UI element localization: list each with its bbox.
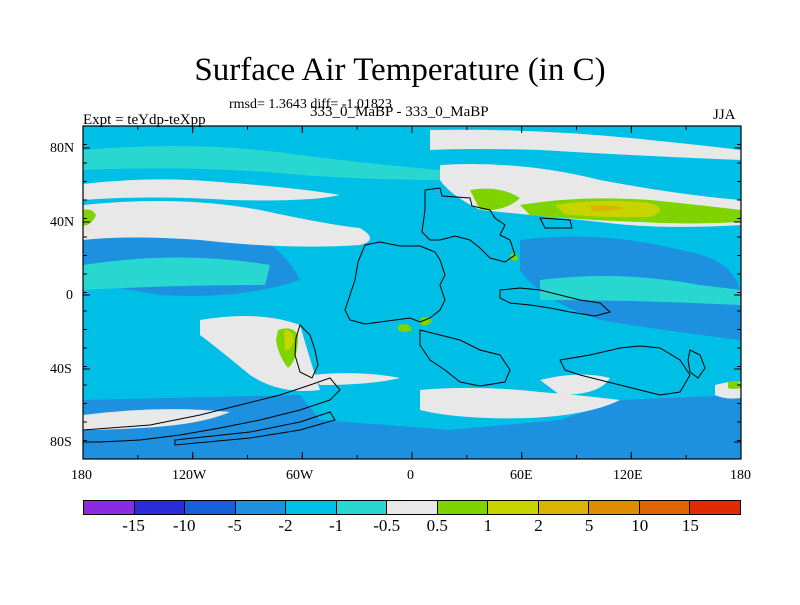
colorbar-label: 0.5 [426, 516, 448, 535]
map-title: Surface Air Temperature (in C) [194, 52, 606, 88]
south-neutral-band-2 [310, 373, 400, 385]
pacific-island-outline [687, 349, 706, 379]
asia-orange-spot [590, 205, 625, 212]
lat-label-40s: 40S [50, 362, 72, 377]
colorbar-label: -15 [122, 516, 145, 535]
lon-label-60e: 60E [510, 468, 533, 483]
southern-deep-band [83, 395, 741, 459]
east-continent-outline [499, 287, 612, 317]
colorbar-swatch [488, 501, 539, 514]
colorbar-label: -10 [172, 516, 196, 535]
lat-label-80s: 80S [50, 435, 72, 450]
asia-outline [539, 217, 573, 229]
lon-label-120w: 120W [172, 468, 207, 483]
south-east-continent-outline [559, 345, 691, 396]
north-teal-streak [83, 146, 440, 180]
colorbar-swatch [538, 501, 590, 514]
colorbar-label: 2 [534, 516, 543, 535]
europe-green-patch [470, 188, 520, 211]
colorbar-swatch [690, 501, 740, 514]
lat-label-0: 0 [66, 288, 73, 303]
south-yellow-patch [284, 330, 294, 351]
pacific-teal-streak [540, 276, 741, 305]
colorbar-label: 10 [631, 516, 649, 535]
southern-continent-outline [419, 329, 511, 387]
colorbar-swatch [84, 501, 135, 514]
stats-label: rmsd= 1.3643 diff= -1.01823 [229, 97, 392, 112]
antarctic-neutral [83, 409, 230, 430]
colorbar-swatch [286, 501, 337, 514]
africa-green-spot [398, 324, 412, 332]
north-neutral-band [83, 201, 370, 247]
colorbar-label: 5 [584, 516, 594, 535]
colorbar-swatch [336, 501, 388, 514]
lat-label-80n: 80N [50, 141, 75, 156]
colorbar-label: -1 [328, 516, 344, 535]
central-continent-outline [344, 241, 446, 325]
south-west-continent-outline [83, 377, 341, 443]
lon-label-180w: 180 [71, 468, 92, 483]
south-atlantic-neutral [420, 387, 620, 419]
colorbar-swatch [387, 501, 438, 514]
colorbar [83, 500, 741, 515]
lower-ice-outline [174, 411, 336, 446]
colorbar-swatch [134, 501, 186, 514]
south-indian-neutral [540, 374, 610, 395]
colorbar-labels: -15 -10 -5 -2 -1 -0.5 0.5 1 2 5 10 15 [83, 516, 741, 540]
lon-label-0: 0 [407, 468, 414, 483]
colorbar-label: -2 [278, 516, 293, 535]
season-label: JJA [713, 107, 736, 123]
south-coast-outline [294, 324, 319, 379]
colorbar-swatch [185, 501, 236, 514]
lon-label-180e: 180 [730, 468, 751, 483]
colorbar-label: 15 [681, 516, 699, 535]
upper-neutral-band [83, 179, 340, 201]
comparison-label: 333_0_MaBP - 333_0_MaBP [310, 104, 489, 120]
africa-green-spot-2 [420, 317, 432, 326]
north-continent-outline [421, 187, 516, 263]
colorbar-label: -0.5 [373, 516, 401, 535]
colorbar-swatch [235, 501, 287, 514]
lat-label-40n: 40N [50, 215, 75, 230]
experiment-label: Expt = teYdp-teXpp [83, 112, 206, 128]
colorbar-swatch [589, 501, 640, 514]
mideast-green-spot [510, 253, 518, 261]
colorbar-swatch [639, 501, 691, 514]
east-green-spot [728, 380, 741, 389]
lon-label-120e: 120E [613, 468, 643, 483]
colorbar-label: 1 [483, 516, 493, 535]
neutral-north-top [430, 129, 741, 160]
lon-label-60w: 60W [286, 468, 314, 483]
colorbar-swatch [437, 501, 489, 514]
colorbar-label: -5 [227, 516, 242, 535]
tropical-teal-streak [83, 257, 270, 290]
